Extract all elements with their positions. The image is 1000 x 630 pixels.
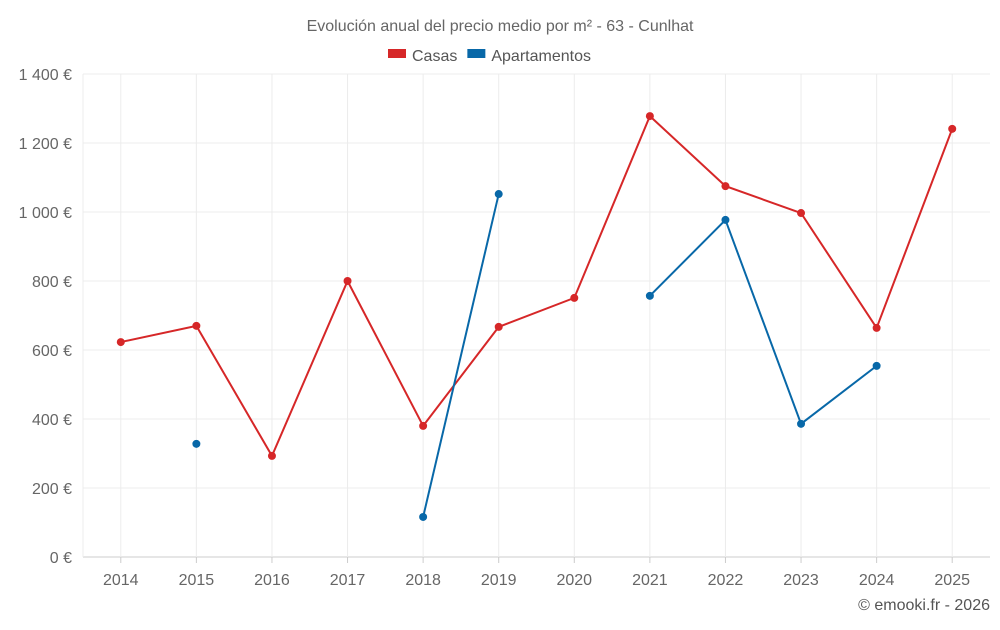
data-point xyxy=(419,512,428,521)
data-point xyxy=(797,209,806,218)
data-point xyxy=(192,439,201,448)
legend-swatch xyxy=(467,49,486,58)
data-point xyxy=(419,421,428,430)
data-point xyxy=(872,361,881,370)
data-point xyxy=(570,293,579,302)
data-point xyxy=(645,112,654,121)
data-point xyxy=(872,323,881,332)
series-line xyxy=(422,193,500,518)
data-point xyxy=(797,419,806,428)
x-tick-label: 2017 xyxy=(330,572,366,589)
x-tick-label: 2015 xyxy=(179,572,215,589)
credit: © emooki.fr - 2026 xyxy=(858,597,990,614)
x-tick-label: 2018 xyxy=(405,572,441,589)
x-tick-label: 2023 xyxy=(783,572,819,589)
x-tick-label: 2014 xyxy=(103,572,139,589)
x-axis: 2014 2015 2016 2017 2018 2019 2020 2021 2022 2023… xyxy=(103,557,970,589)
x-tick-label: 2019 xyxy=(481,572,517,589)
x-tick-label: 2021 xyxy=(632,572,668,589)
chart-title: Evolución anual del precio medio por m² … xyxy=(307,18,694,35)
x-tick-label: 2022 xyxy=(708,572,744,589)
y-tick-label: 600 € xyxy=(32,343,72,360)
y-tick-label: 1 000 € xyxy=(19,205,72,222)
series-casas xyxy=(116,112,957,460)
y-axis: 0 € 200 € 400 € 600 € 800 € 1 000 € 1 200 € 1 4… xyxy=(19,67,72,567)
data-point xyxy=(721,182,730,191)
data-point xyxy=(116,338,125,347)
data-point xyxy=(192,321,201,330)
x-tick-label: 2024 xyxy=(859,572,895,589)
data-point xyxy=(494,322,503,331)
data-point xyxy=(645,291,654,300)
legend-label: Apartamentos xyxy=(491,48,591,65)
data-point xyxy=(948,124,957,133)
x-tick-label: 2016 xyxy=(254,572,290,589)
y-tick-label: 1 400 € xyxy=(19,67,72,84)
data-point xyxy=(721,215,730,224)
y-tick-label: 400 € xyxy=(32,412,72,429)
grid xyxy=(82,73,990,558)
data-point xyxy=(343,277,352,285)
y-tick-label: 1 200 € xyxy=(19,136,72,153)
series-line xyxy=(649,218,878,426)
x-tick-label: 2025 xyxy=(934,572,970,589)
series-line xyxy=(120,114,954,459)
series-apartamentos xyxy=(192,190,881,521)
y-tick-label: 800 € xyxy=(32,274,72,291)
data-point xyxy=(267,451,276,460)
legend-label: Casas xyxy=(412,48,457,65)
legend: Casas Apartamentos xyxy=(388,48,591,65)
series-group xyxy=(116,112,957,521)
legend-swatch xyxy=(388,49,406,58)
y-tick-label: 0 € xyxy=(50,550,72,567)
y-tick-label: 200 € xyxy=(32,481,72,498)
x-tick-label: 2020 xyxy=(556,572,592,589)
data-point xyxy=(494,190,503,199)
